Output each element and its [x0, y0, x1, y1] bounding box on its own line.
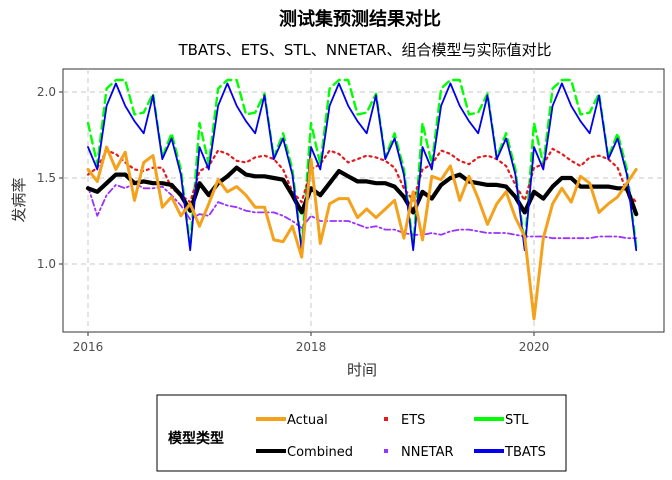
legend: 模型类型 Actual ETS STL Combined NNETAR TBATS: [156, 394, 567, 472]
legend-label-stl: STL: [505, 413, 529, 428]
x-tick-label: 2020: [519, 340, 550, 354]
y-tick-label: 2.0: [37, 85, 56, 99]
legend-key-nnetar: [384, 449, 388, 453]
series-layer: [85, 78, 639, 321]
tick-layer: 1.0 1.5 2.0 2016 2018 2020: [37, 85, 549, 354]
legend-label-combined: Combined: [287, 445, 353, 460]
x-tick-label: 2016: [73, 340, 104, 354]
legend-label-nnetar: NNETAR: [401, 445, 454, 460]
legend-label-actual: Actual: [287, 413, 328, 428]
legend-title: 模型类型: [168, 430, 224, 447]
legend-label-ets: ETS: [401, 413, 425, 428]
legend-key-ets: [384, 417, 388, 421]
x-axis-title: 时间: [347, 361, 377, 379]
series-line-actual: [86, 145, 638, 321]
chart-subtitle: TBATS、ETS、STL、NNETAR、组合模型与实际值对比: [177, 41, 551, 59]
x-tick-label: 2018: [296, 340, 327, 354]
y-tick-label: 1.0: [37, 257, 56, 271]
series-line-tbats: [87, 82, 638, 252]
legend-box: [156, 394, 567, 472]
chart-title: 测试集预测结果对比: [279, 8, 441, 30]
legend-items: Actual ETS STL Combined NNETAR TBATS: [256, 413, 546, 460]
series-line-combined: [85, 165, 639, 217]
y-tick-label: 1.5: [37, 171, 56, 185]
series-line-stl: [86, 78, 638, 249]
grid-layer: [63, 69, 664, 332]
legend-label-tbats: TBATS: [504, 445, 546, 460]
y-axis-title: 发病率: [10, 177, 28, 222]
